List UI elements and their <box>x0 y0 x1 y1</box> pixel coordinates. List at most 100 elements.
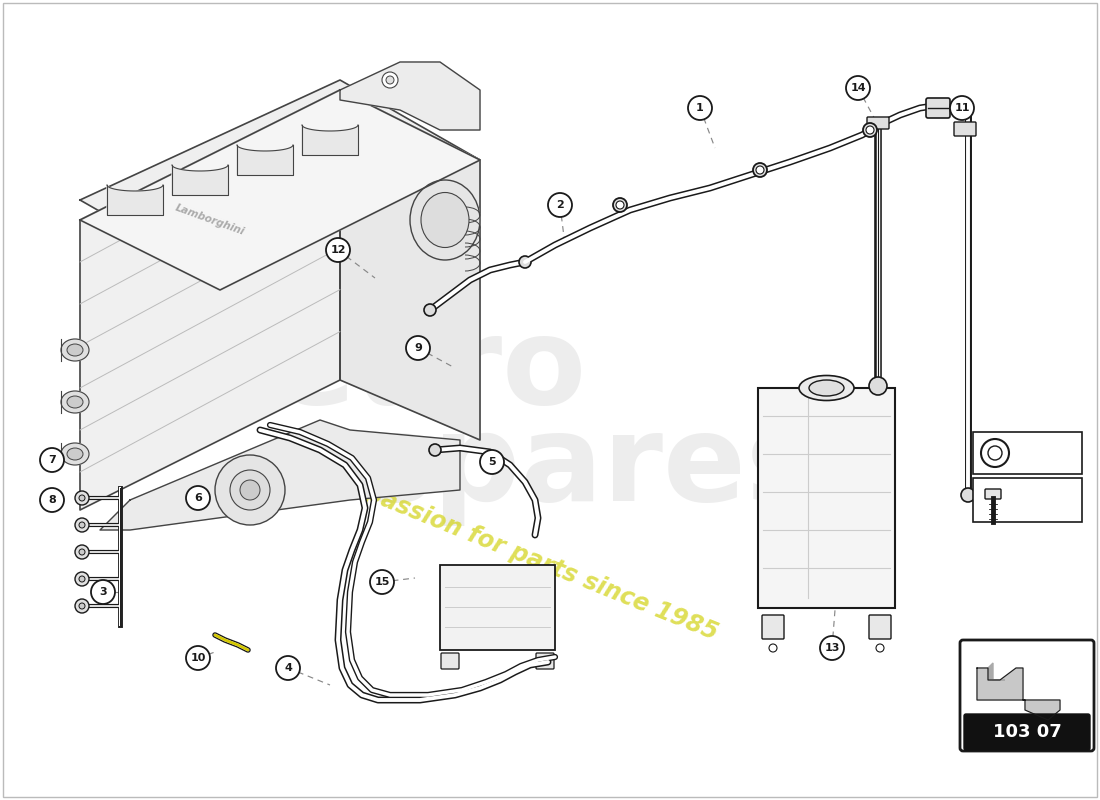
Circle shape <box>386 76 394 84</box>
Text: 14: 14 <box>850 83 866 93</box>
Text: 3: 3 <box>99 587 107 597</box>
FancyBboxPatch shape <box>869 615 891 639</box>
FancyBboxPatch shape <box>974 478 1082 522</box>
Text: 10: 10 <box>190 653 206 663</box>
Polygon shape <box>80 90 480 290</box>
Ellipse shape <box>799 375 854 401</box>
Circle shape <box>424 304 436 316</box>
Polygon shape <box>80 80 480 280</box>
Circle shape <box>688 96 712 120</box>
Text: spares: spares <box>361 410 820 526</box>
Circle shape <box>429 444 441 456</box>
Circle shape <box>40 448 64 472</box>
Circle shape <box>79 603 85 609</box>
Text: 15: 15 <box>374 577 389 587</box>
FancyBboxPatch shape <box>440 565 556 650</box>
Circle shape <box>981 439 1009 467</box>
Ellipse shape <box>60 391 89 413</box>
Circle shape <box>548 193 572 217</box>
Text: 5: 5 <box>488 457 496 467</box>
Circle shape <box>79 549 85 555</box>
FancyBboxPatch shape <box>974 432 1082 474</box>
Polygon shape <box>236 145 293 175</box>
Text: 1: 1 <box>696 103 704 113</box>
Ellipse shape <box>67 344 82 356</box>
Text: euro: euro <box>273 311 587 429</box>
Circle shape <box>75 599 89 613</box>
Text: a passion for parts since 1985: a passion for parts since 1985 <box>339 471 722 645</box>
FancyBboxPatch shape <box>867 117 889 129</box>
Text: 9: 9 <box>414 343 422 353</box>
Text: 6: 6 <box>194 493 202 503</box>
Circle shape <box>864 123 877 137</box>
FancyBboxPatch shape <box>536 653 554 669</box>
Circle shape <box>240 480 260 500</box>
Text: 11: 11 <box>955 103 970 113</box>
Text: 12: 12 <box>330 245 345 255</box>
Circle shape <box>75 518 89 532</box>
Text: 4: 4 <box>284 663 292 673</box>
Circle shape <box>950 96 974 120</box>
Circle shape <box>214 455 285 525</box>
Circle shape <box>846 76 870 100</box>
Circle shape <box>79 495 85 501</box>
Ellipse shape <box>60 443 89 465</box>
Circle shape <box>616 201 624 209</box>
Text: 103 07: 103 07 <box>992 723 1062 741</box>
Ellipse shape <box>60 339 89 361</box>
Text: Lamborghini: Lamborghini <box>174 202 246 238</box>
Circle shape <box>480 450 504 474</box>
Circle shape <box>230 470 270 510</box>
Circle shape <box>756 166 764 174</box>
FancyBboxPatch shape <box>762 615 784 639</box>
Circle shape <box>961 488 975 502</box>
Text: 7: 7 <box>48 455 56 465</box>
Polygon shape <box>340 62 480 130</box>
Circle shape <box>876 644 884 652</box>
Polygon shape <box>172 165 228 195</box>
Polygon shape <box>340 90 480 440</box>
Polygon shape <box>302 125 358 155</box>
Circle shape <box>769 644 777 652</box>
Text: 8: 8 <box>48 495 56 505</box>
Circle shape <box>79 576 85 582</box>
FancyBboxPatch shape <box>984 489 1001 499</box>
FancyBboxPatch shape <box>758 388 895 608</box>
FancyBboxPatch shape <box>441 653 459 669</box>
Circle shape <box>406 336 430 360</box>
Polygon shape <box>107 185 163 215</box>
Circle shape <box>326 238 350 262</box>
Circle shape <box>79 522 85 528</box>
Polygon shape <box>100 420 460 530</box>
Polygon shape <box>977 668 1060 720</box>
Ellipse shape <box>67 448 82 460</box>
Circle shape <box>91 580 116 604</box>
Circle shape <box>75 545 89 559</box>
Circle shape <box>866 126 874 134</box>
Circle shape <box>382 72 398 88</box>
FancyBboxPatch shape <box>926 98 950 118</box>
Text: 13: 13 <box>824 643 839 653</box>
FancyBboxPatch shape <box>960 640 1094 751</box>
Circle shape <box>40 488 64 512</box>
Circle shape <box>988 446 1002 460</box>
Polygon shape <box>988 663 1005 680</box>
Circle shape <box>820 636 844 660</box>
Ellipse shape <box>421 193 469 247</box>
Ellipse shape <box>410 180 480 260</box>
Circle shape <box>519 256 531 268</box>
Circle shape <box>75 572 89 586</box>
FancyBboxPatch shape <box>954 122 976 136</box>
Circle shape <box>869 377 887 395</box>
Text: 2: 2 <box>557 200 564 210</box>
Circle shape <box>186 486 210 510</box>
Circle shape <box>75 491 89 505</box>
Circle shape <box>754 163 767 177</box>
Polygon shape <box>80 90 340 510</box>
Ellipse shape <box>808 380 844 396</box>
FancyBboxPatch shape <box>964 714 1090 750</box>
Circle shape <box>186 646 210 670</box>
Circle shape <box>370 570 394 594</box>
Circle shape <box>276 656 300 680</box>
Ellipse shape <box>67 396 82 408</box>
